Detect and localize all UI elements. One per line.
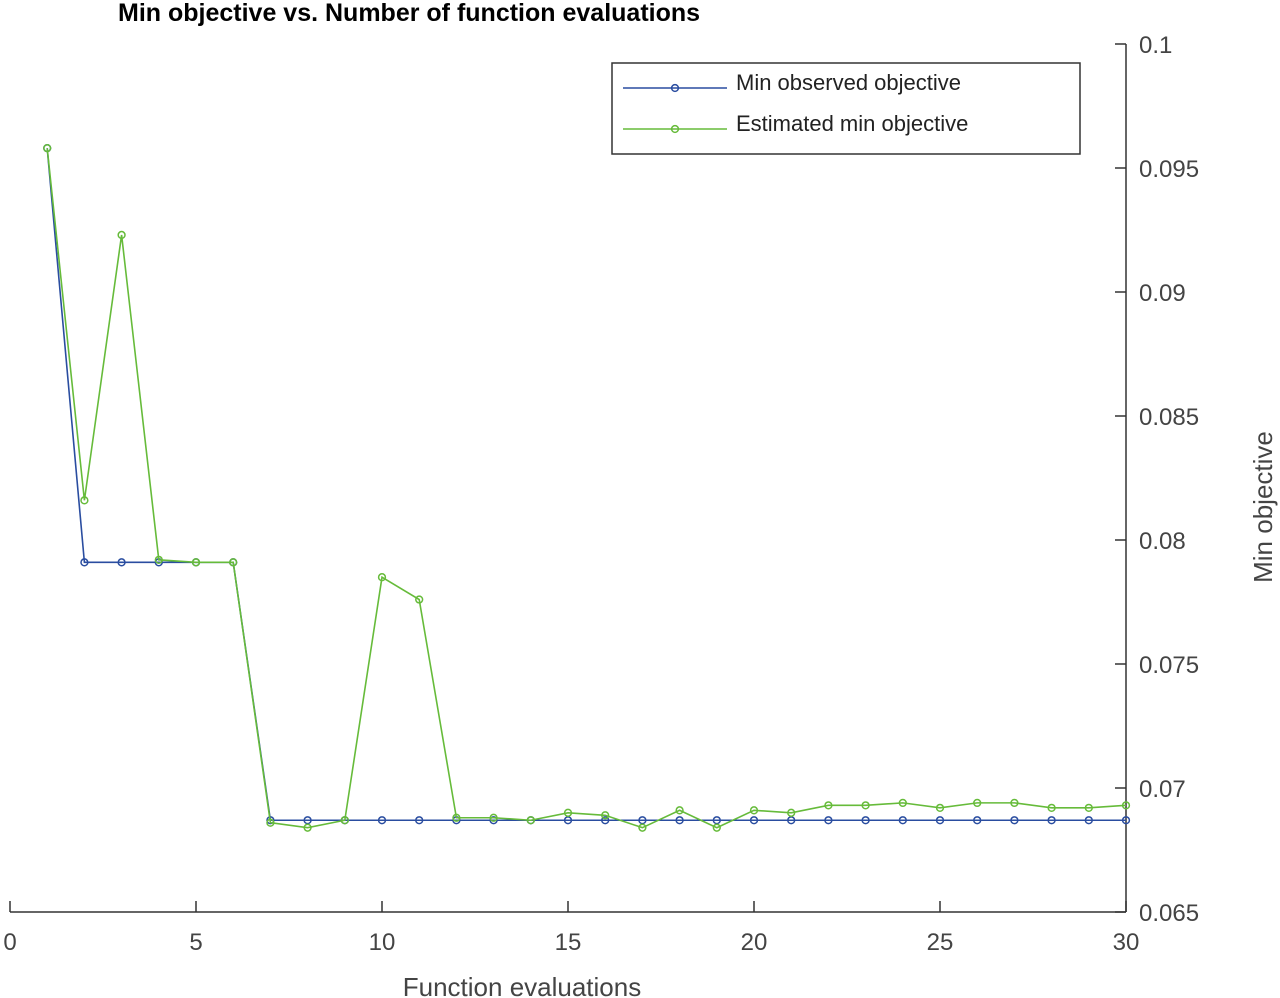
data-point	[80, 558, 89, 567]
data-point	[861, 801, 870, 810]
data-point	[340, 816, 349, 825]
data-point	[266, 818, 275, 827]
data-point	[1121, 801, 1131, 810]
y-tick-label: 0.07	[1139, 776, 1186, 803]
data-point	[489, 816, 498, 825]
data-point	[80, 496, 89, 505]
data-point	[117, 558, 126, 567]
data-point	[191, 558, 201, 567]
data-point	[1010, 816, 1019, 825]
series-line	[46, 148, 1127, 829]
legend-swatch-marker	[670, 124, 680, 134]
data-point	[229, 558, 238, 567]
x-ticks: 0 5 10 15 20 25 30	[3, 901, 1139, 956]
data-point	[415, 816, 424, 825]
data-point	[117, 230, 126, 240]
series-line	[46, 148, 1126, 822]
data-point	[935, 816, 945, 825]
data-point	[1121, 816, 1131, 825]
y-axis-label: Min objective	[1248, 431, 1278, 583]
data-point	[787, 808, 796, 817]
data-point	[154, 555, 163, 564]
data-point	[1084, 816, 1093, 825]
chart-title: Min objective vs. Number of function eva…	[118, 0, 700, 27]
data-point	[1010, 798, 1019, 808]
x-axis-label: Function evaluations	[403, 972, 641, 998]
series-0	[43, 144, 1131, 825]
data-point	[712, 823, 721, 832]
data-point	[452, 813, 461, 822]
data-point	[377, 816, 387, 825]
legend-label: Estimated min objective	[736, 111, 968, 136]
data-point	[43, 144, 52, 153]
legend-box	[611, 62, 1081, 155]
data-point	[1047, 816, 1056, 825]
legend: Min observed objective Estimated min obje…	[611, 62, 1081, 155]
data-point	[749, 816, 759, 825]
data-point	[861, 816, 870, 825]
data-point	[749, 806, 759, 815]
data-point	[1047, 803, 1056, 812]
plot-area	[43, 144, 1131, 832]
data-point	[973, 816, 982, 825]
x-tick-label: 20	[741, 929, 768, 956]
y-tick-label: 0.095	[1139, 156, 1199, 183]
data-point	[638, 823, 647, 832]
axes	[10, 44, 1127, 913]
data-point	[601, 816, 610, 825]
x-tick-label: 30	[1113, 929, 1140, 956]
y-tick-label: 0.09	[1139, 280, 1186, 307]
data-point	[526, 816, 535, 825]
x-tick-label: 15	[555, 929, 582, 956]
y-tick-label: 0.065	[1139, 900, 1199, 927]
data-point	[377, 573, 387, 582]
y-tick-label: 0.075	[1139, 652, 1199, 679]
data-point	[675, 806, 684, 815]
data-point	[303, 823, 312, 832]
x-tick-label: 5	[189, 929, 202, 956]
data-point	[489, 813, 498, 822]
data-point	[563, 808, 573, 817]
data-point	[1084, 803, 1093, 812]
data-point	[898, 798, 907, 808]
x-tick-label: 0	[3, 929, 16, 956]
y-tick-label: 0.085	[1139, 404, 1199, 431]
data-point	[266, 816, 275, 825]
data-point	[824, 801, 833, 810]
data-point	[898, 816, 907, 825]
y-ticks: 0.065 0.07 0.075 0.08 0.085 0.09 0.095 0.1	[1115, 32, 1199, 927]
data-point	[935, 803, 945, 812]
data-point	[824, 816, 833, 825]
y-tick-label: 0.1	[1139, 32, 1172, 59]
series-1	[43, 144, 1131, 832]
data-point	[415, 595, 424, 604]
data-point	[973, 798, 982, 808]
legend-swatch-marker	[670, 83, 680, 93]
data-point	[601, 811, 610, 820]
legend-label: Min observed objective	[736, 70, 961, 95]
x-tick-label: 25	[927, 929, 954, 956]
data-point	[675, 816, 684, 825]
x-tick-label: 10	[369, 929, 396, 956]
y-tick-label: 0.08	[1139, 528, 1186, 555]
